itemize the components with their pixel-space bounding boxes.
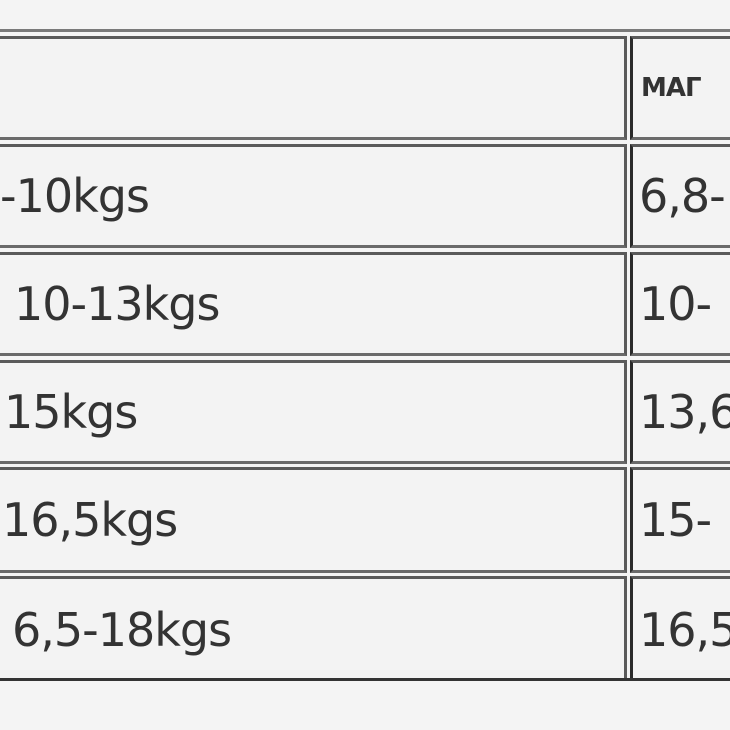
table-row-4-weight: 16,5kgs — [0, 467, 627, 573]
cell-text: 15kgs — [4, 385, 138, 439]
table-row-2-value: 10- — [630, 252, 730, 356]
table-row-3-value: 13,6 — [630, 360, 730, 464]
table-row-5-value: 16,5 — [630, 576, 730, 680]
table-row-5-weight: 6,5-18kgs — [0, 576, 627, 680]
cell-text: -10kgs — [0, 169, 150, 223]
header-brand-label: МАГ — [641, 73, 702, 103]
table-bottom-border — [0, 678, 730, 681]
table-row-4-value: 15- — [630, 467, 730, 573]
cell-text: 6,8- — [639, 169, 726, 223]
table-row-1-weight: -10kgs — [0, 144, 627, 248]
cell-text: 13,6 — [639, 385, 730, 439]
header-cell-brand: МАГ — [630, 36, 730, 140]
cell-text: 6,5-18kgs — [12, 602, 232, 657]
table-row-2-weight: 10-13kgs — [0, 252, 627, 356]
table-row-3-weight: 15kgs — [0, 360, 627, 464]
header-cell-weight — [0, 36, 627, 140]
cell-text: 16,5 — [639, 602, 730, 657]
table-row-1-value: 6,8- — [630, 144, 730, 248]
table-top-border — [0, 29, 730, 32]
cell-text: 10-13kgs — [14, 277, 220, 331]
cell-text: 15- — [639, 493, 712, 547]
cell-text: 10- — [639, 277, 712, 331]
cell-text: 16,5kgs — [2, 493, 178, 547]
